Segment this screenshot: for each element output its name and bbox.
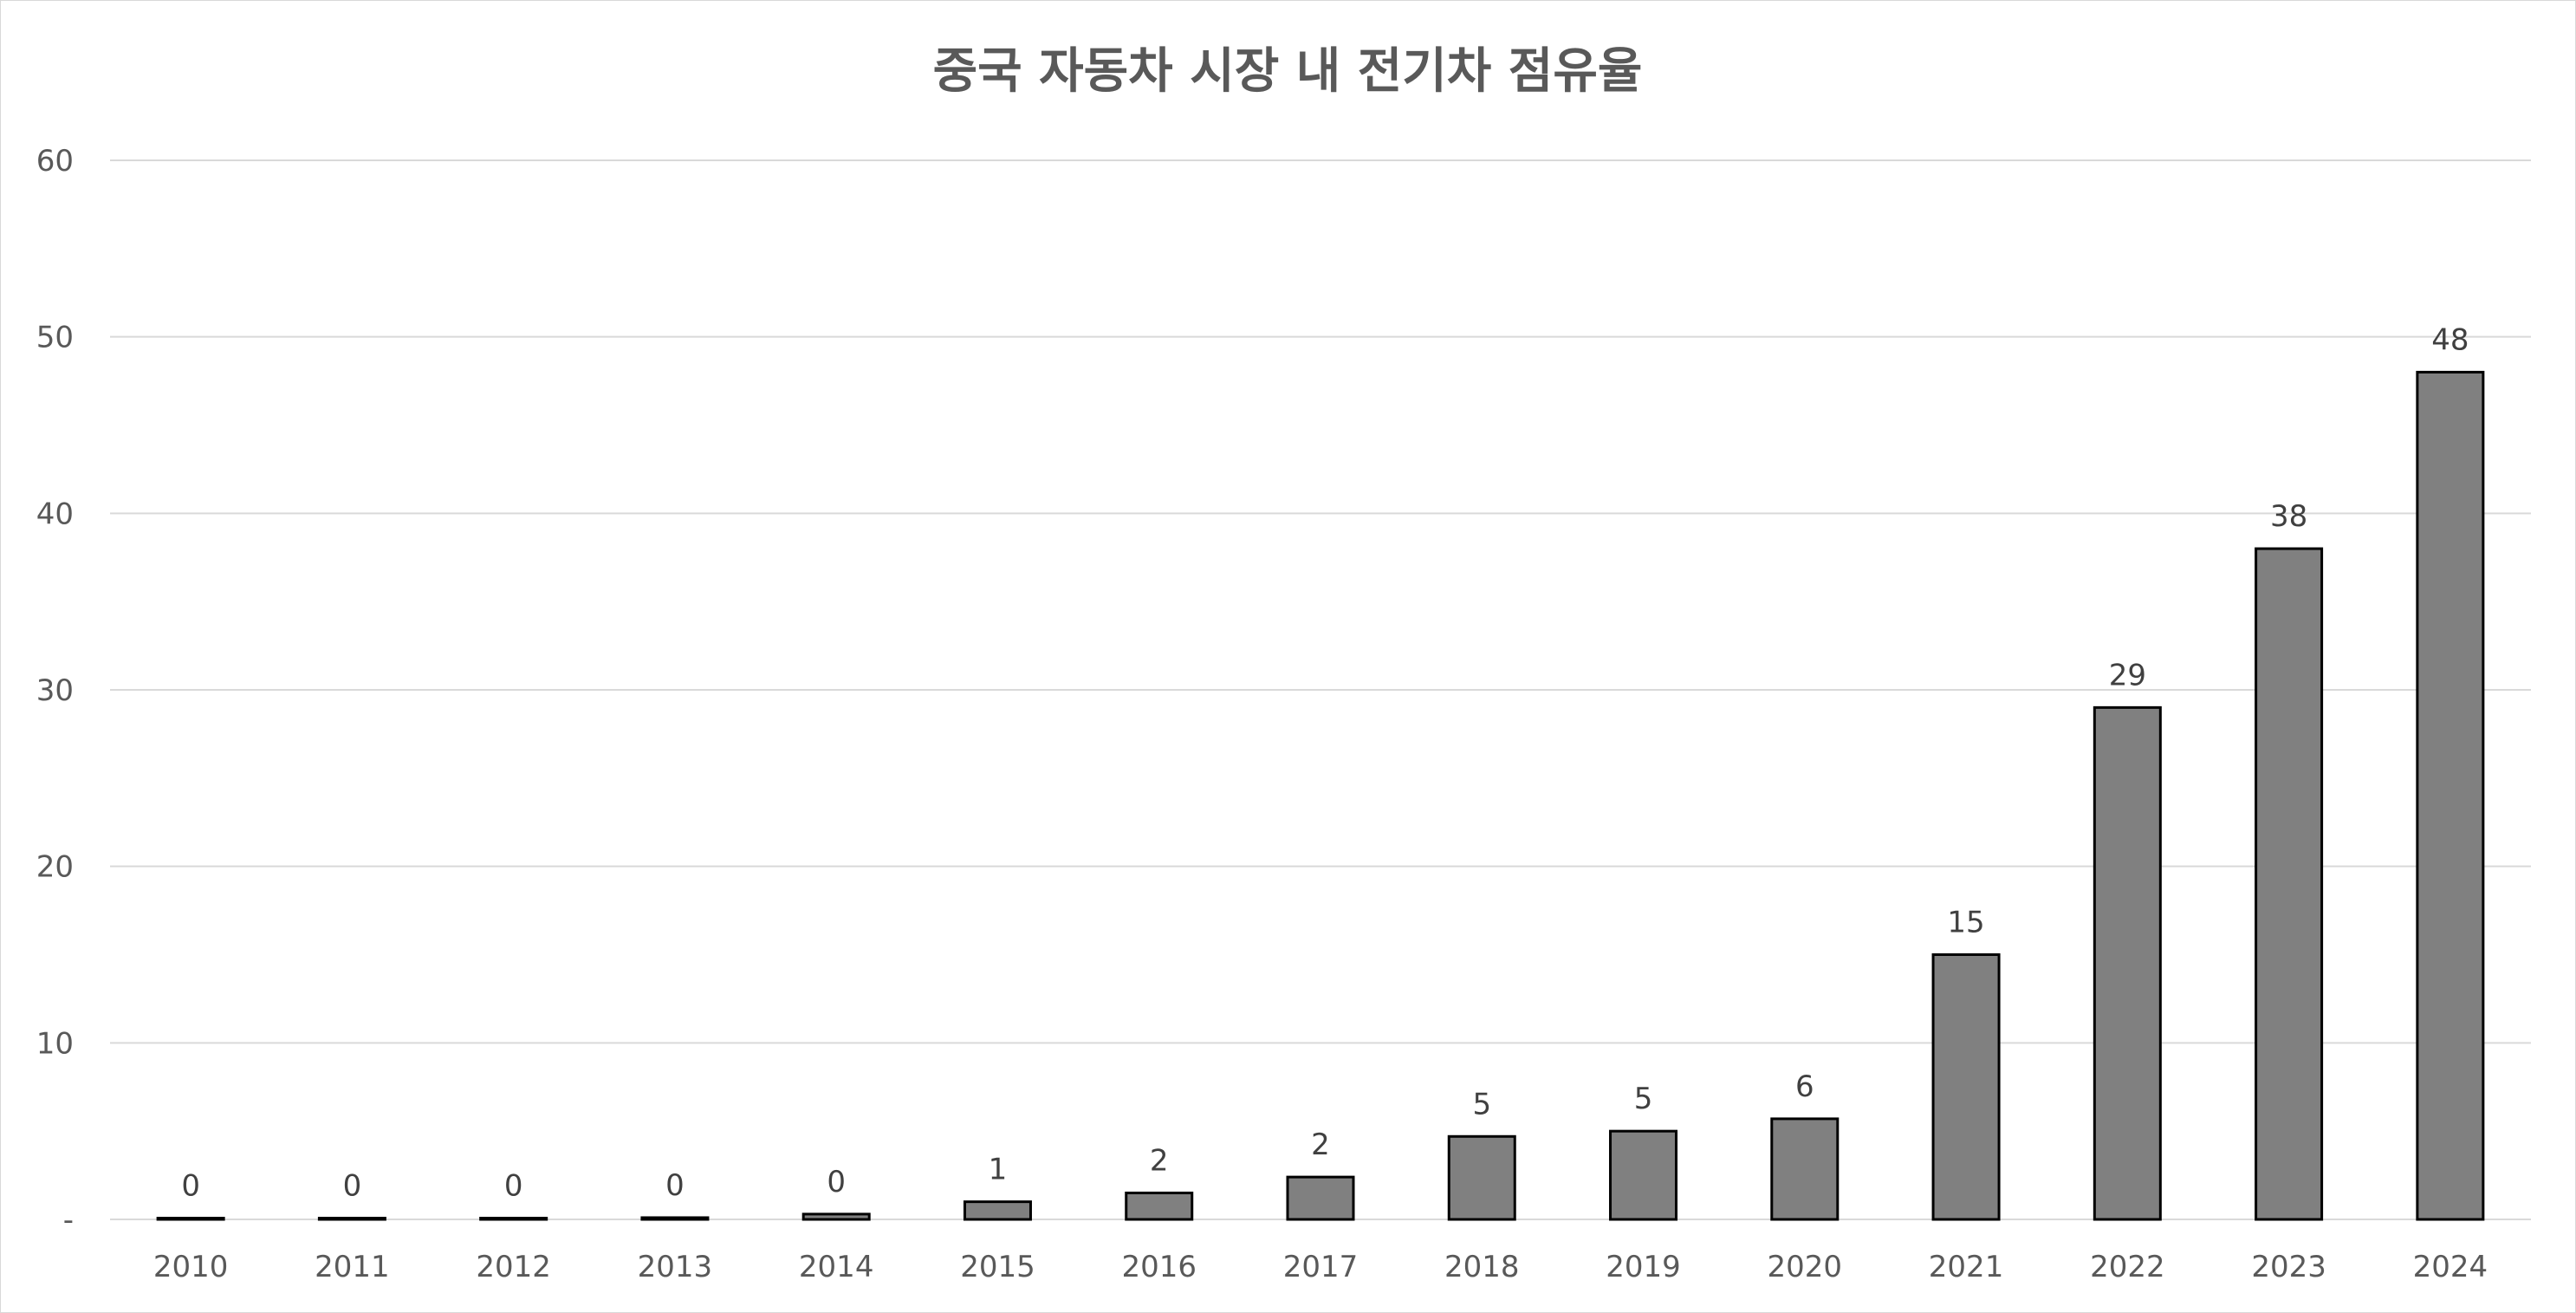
- y-axis-tick-labels: - 10 20 30 40 50 60: [36, 144, 74, 1238]
- data-label: 6: [1795, 1069, 1814, 1104]
- data-label: 2: [1150, 1143, 1169, 1178]
- y-tick-label: 60: [36, 144, 74, 179]
- data-label: 0: [343, 1169, 362, 1204]
- data-label: 38: [2270, 499, 2307, 534]
- bar: [801, 1212, 871, 1221]
- x-tick-label: 2017: [1283, 1250, 1359, 1284]
- bar: [317, 1217, 386, 1221]
- data-label: 0: [665, 1168, 685, 1203]
- bar: [2093, 705, 2162, 1221]
- gridlines: [110, 159, 2531, 1220]
- x-tick-label: 2020: [1768, 1250, 1843, 1284]
- bar: [2416, 370, 2485, 1221]
- bar: [1447, 1134, 1516, 1221]
- data-labels: 0 0 0 0 0 1 2 2 5 5 6 15 29 38 48: [181, 322, 2469, 1203]
- data-label: 0: [181, 1169, 200, 1204]
- bar: [156, 1217, 225, 1221]
- x-tick-label: 2011: [315, 1250, 390, 1284]
- x-tick-label: 2023: [2251, 1250, 2326, 1284]
- data-label: 0: [504, 1169, 523, 1204]
- x-tick-label: 2024: [2413, 1250, 2488, 1284]
- data-label: 29: [2109, 658, 2146, 692]
- bar: [1770, 1117, 1840, 1221]
- y-tick-label: 20: [36, 850, 74, 885]
- x-tick-label: 2016: [1121, 1250, 1197, 1284]
- y-tick-label: 30: [36, 673, 74, 708]
- bar: [2255, 547, 2324, 1221]
- data-label: 2: [1311, 1128, 1330, 1162]
- x-tick-label: 2021: [1929, 1250, 2004, 1284]
- bar: [1286, 1175, 1355, 1221]
- x-tick-label: 2010: [153, 1250, 229, 1284]
- data-label: 5: [1472, 1087, 1491, 1121]
- x-tick-label: 2019: [1606, 1250, 1681, 1284]
- data-label: 1: [989, 1153, 1008, 1187]
- data-label: 0: [827, 1165, 846, 1199]
- bar: [1125, 1191, 1194, 1221]
- bar: [479, 1217, 548, 1221]
- x-tick-label: 2014: [799, 1250, 874, 1284]
- bar: [1609, 1129, 1678, 1221]
- bars: [156, 370, 2485, 1221]
- x-tick-label: 2018: [1444, 1250, 1520, 1284]
- chart-title: 중국 자동차 시장 내 전기차 점유율: [933, 43, 1643, 100]
- x-tick-label: 2013: [638, 1250, 713, 1284]
- y-tick-label: 40: [36, 497, 74, 531]
- y-tick-label: -: [63, 1203, 74, 1238]
- data-label: 5: [1634, 1082, 1653, 1116]
- y-tick-label: 10: [36, 1026, 74, 1061]
- x-tick-label: 2022: [2090, 1250, 2165, 1284]
- data-label: 48: [2431, 322, 2469, 357]
- y-tick-label: 50: [36, 321, 74, 355]
- bar: [1931, 953, 2001, 1221]
- bar: [963, 1200, 1032, 1221]
- x-tick-label: 2015: [960, 1250, 1035, 1284]
- x-tick-label: 2012: [476, 1250, 551, 1284]
- x-axis-tick-labels: 2010 2011 2012 2013 2014 2015 2016 2017 2018 2019…: [153, 1250, 2488, 1284]
- bar: [640, 1216, 710, 1221]
- data-label: 15: [1947, 906, 1984, 940]
